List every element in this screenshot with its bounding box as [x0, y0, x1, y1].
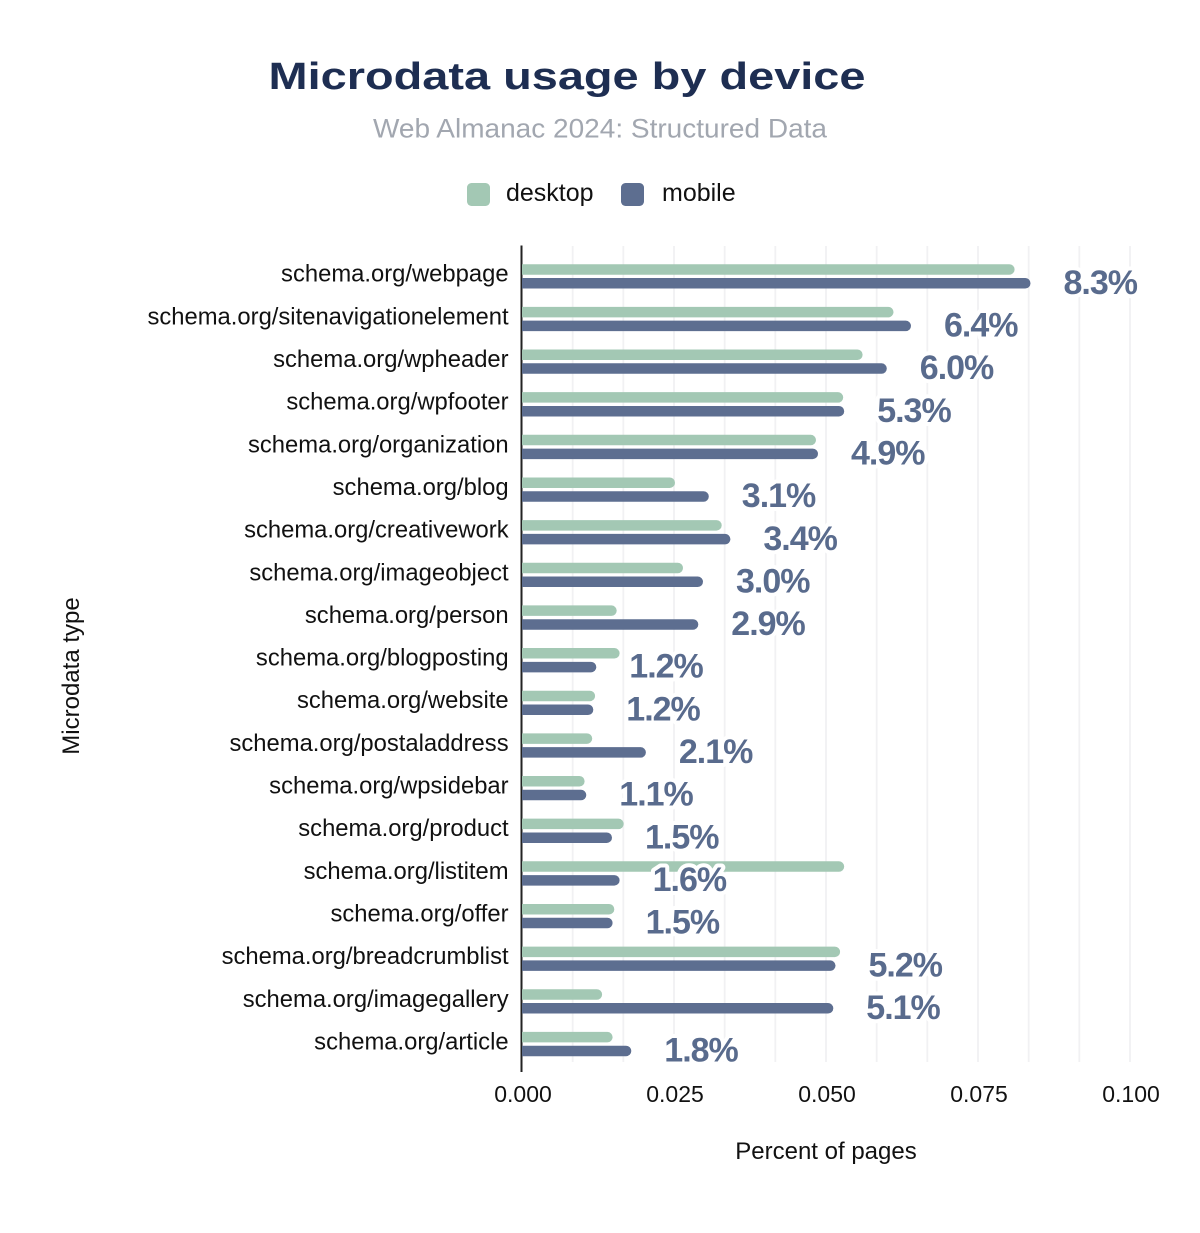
svg-text:0.050: 0.050 [798, 1081, 856, 1107]
svg-text:2.1%: 2.1% [679, 733, 753, 771]
svg-text:8.3%: 8.3% [1064, 264, 1138, 302]
svg-text:0.075: 0.075 [950, 1081, 1008, 1107]
svg-text:5.3%: 5.3% [877, 392, 951, 430]
svg-text:schema.org/sitenavigationeleme: schema.org/sitenavigationelement [147, 303, 509, 330]
svg-text:Microdata usage by device: Microdata usage by device [269, 56, 866, 98]
svg-text:4.9%: 4.9% [851, 434, 925, 472]
svg-text:5.1%: 5.1% [866, 989, 940, 1027]
svg-text:0.100: 0.100 [1102, 1081, 1160, 1107]
svg-text:1.5%: 1.5% [645, 818, 719, 856]
svg-text:3.1%: 3.1% [742, 477, 816, 515]
svg-text:schema.org/person: schema.org/person [305, 602, 509, 629]
svg-text:schema.org/blog: schema.org/blog [333, 474, 509, 501]
svg-text:1.1%: 1.1% [619, 776, 693, 814]
svg-text:schema.org/wpsidebar: schema.org/wpsidebar [269, 773, 508, 800]
svg-text:1.8%: 1.8% [664, 1032, 738, 1070]
svg-text:Percent of pages: Percent of pages [735, 1138, 916, 1165]
svg-text:1.2%: 1.2% [629, 648, 703, 686]
svg-text:2.9%: 2.9% [731, 605, 805, 643]
svg-text:1.5%: 1.5% [646, 904, 720, 942]
svg-text:5.2%: 5.2% [869, 946, 943, 984]
svg-text:6.4%: 6.4% [944, 307, 1018, 345]
svg-text:schema.org/article: schema.org/article [314, 1028, 508, 1055]
svg-text:1.6%: 1.6% [653, 861, 727, 899]
svg-text:3.0%: 3.0% [736, 562, 810, 600]
svg-text:Microdata type: Microdata type [58, 597, 85, 754]
svg-text:0.000: 0.000 [494, 1081, 552, 1107]
svg-text:schema.org/imagegallery: schema.org/imagegallery [243, 986, 509, 1013]
svg-text:schema.org/product: schema.org/product [298, 815, 509, 842]
svg-text:mobile: mobile [662, 179, 736, 207]
svg-text:schema.org/wpfooter: schema.org/wpfooter [286, 389, 508, 416]
svg-text:Web Almanac 2024: Structured D: Web Almanac 2024: Structured Data [373, 114, 828, 144]
svg-text:schema.org/offer: schema.org/offer [330, 900, 508, 927]
svg-text:schema.org/creativework: schema.org/creativework [244, 517, 509, 544]
svg-text:schema.org/postaladdress: schema.org/postaladdress [229, 730, 508, 757]
svg-text:schema.org/blogposting: schema.org/blogposting [256, 645, 509, 672]
svg-text:schema.org/webpage: schema.org/webpage [281, 261, 509, 288]
svg-text:schema.org/organization: schema.org/organization [248, 431, 509, 458]
svg-text:0.025: 0.025 [646, 1081, 704, 1107]
svg-text:desktop: desktop [506, 179, 594, 207]
svg-text:schema.org/breadcrumblist: schema.org/breadcrumblist [222, 943, 509, 970]
svg-text:6.0%: 6.0% [920, 349, 994, 387]
svg-text:schema.org/website: schema.org/website [297, 687, 509, 714]
svg-text:schema.org/listitem: schema.org/listitem [304, 858, 509, 885]
svg-text:schema.org/imageobject: schema.org/imageobject [249, 559, 509, 586]
svg-text:3.4%: 3.4% [763, 520, 837, 558]
svg-text:schema.org/wpheader: schema.org/wpheader [273, 346, 509, 373]
svg-text:1.2%: 1.2% [626, 690, 700, 728]
